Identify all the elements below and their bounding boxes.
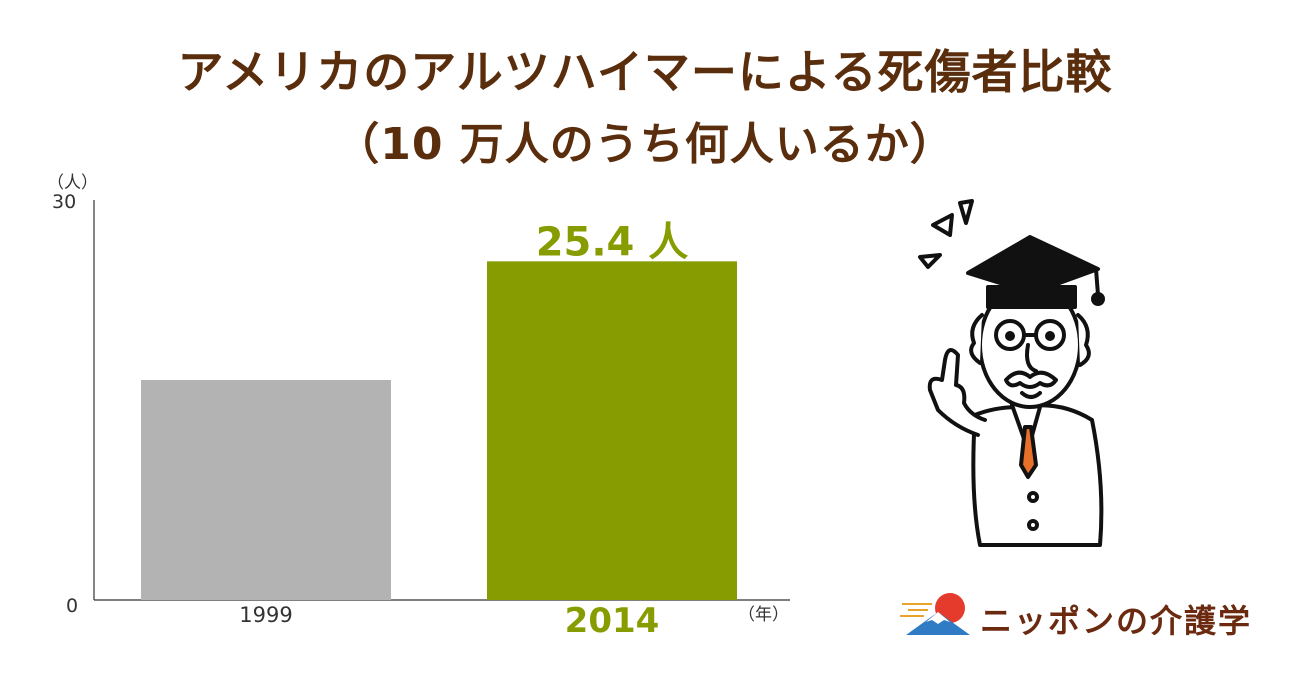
site-logo-text: ニッポンの介護学 — [980, 602, 1253, 640]
y-unit-label: （人） — [47, 173, 98, 193]
y-tick-max: 30 — [52, 191, 76, 213]
bar-2014 — [487, 261, 737, 600]
data-label-2014: 25.4 人 — [536, 219, 689, 265]
site-logo-icon — [900, 593, 970, 635]
y-tick-zero: 0 — [66, 595, 78, 617]
professor-pointing-icon — [918, 199, 1105, 547]
x-tick-1999: 1999 — [239, 603, 292, 627]
chart-subtitle: （10 万人のうち何人いるか） — [335, 119, 955, 170]
x-unit-label: （年） — [738, 605, 789, 625]
x-tick-2014: 2014 — [565, 601, 660, 641]
chart-title: アメリカのアルツハイマーによる死傷者比較 — [177, 45, 1113, 99]
bar-1999 — [141, 380, 391, 600]
